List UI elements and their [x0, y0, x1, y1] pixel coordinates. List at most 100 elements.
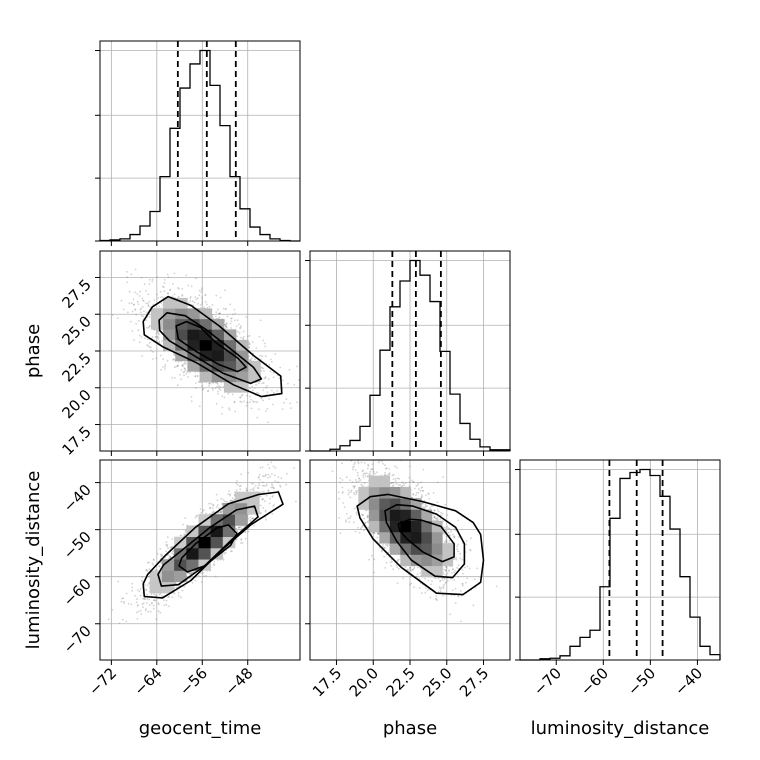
sample-point [188, 301, 191, 304]
sample-point [216, 383, 219, 385]
sample-point [200, 296, 203, 299]
sample-point [157, 603, 160, 606]
sample-point [212, 563, 215, 566]
sample-point [204, 294, 207, 297]
sample-point [240, 394, 243, 397]
sample-point [225, 500, 228, 503]
sample-point [189, 296, 192, 298]
sample-point [263, 500, 266, 503]
sample-point [173, 272, 176, 275]
sample-point [141, 603, 144, 605]
sample-point [262, 382, 265, 384]
sample-point [131, 582, 134, 585]
sample-point [260, 397, 263, 400]
sample-point [172, 359, 175, 361]
sample-point [211, 314, 214, 316]
sample-point [208, 305, 211, 308]
sample-point [201, 303, 204, 305]
sample-point [258, 408, 260, 411]
sample-point [122, 600, 125, 603]
sample-point [252, 489, 255, 492]
sample-point [261, 382, 264, 385]
sample-point [136, 618, 139, 620]
sample-point [130, 603, 133, 606]
sample-point [280, 477, 283, 480]
sample-point [244, 537, 247, 540]
sample-point [107, 618, 110, 621]
sample-point [213, 560, 216, 563]
sample-point [212, 389, 214, 391]
sample-point [266, 391, 269, 394]
sample-point [238, 526, 241, 528]
sample-point [236, 335, 239, 338]
sample-point [235, 489, 238, 492]
sample-point [184, 369, 187, 372]
sample-point [147, 345, 150, 347]
sample-point [215, 294, 218, 297]
sample-point [279, 366, 282, 369]
sample-point [185, 362, 187, 365]
sample-point [205, 574, 208, 577]
sample-point [111, 609, 114, 611]
sample-point [163, 290, 166, 293]
sample-point [135, 323, 138, 325]
sample-point [293, 383, 296, 386]
sample-point [296, 365, 298, 368]
sample-point [219, 312, 222, 315]
sample-point [258, 473, 261, 476]
sample-point [261, 481, 264, 484]
sample-point [192, 300, 194, 303]
sample-point [261, 466, 264, 469]
sample-point [185, 274, 188, 277]
sample-point [137, 329, 140, 332]
sample-point [133, 339, 135, 341]
sample-point [190, 285, 193, 288]
sample-point [127, 602, 130, 605]
sample-point [142, 606, 144, 609]
sample-point [230, 320, 233, 323]
sample-point [230, 327, 233, 329]
sample-point [259, 319, 262, 322]
sample-point [293, 467, 295, 469]
sample-point [132, 303, 135, 306]
sample-point [242, 330, 245, 333]
sample-point [165, 550, 167, 553]
sample-point [206, 307, 209, 309]
sample-point [240, 473, 243, 476]
sample-point [268, 364, 271, 366]
sample-point [183, 585, 186, 588]
sample-point [117, 580, 120, 583]
sample-point [136, 293, 139, 295]
sample-point [248, 346, 251, 349]
sample-point [131, 589, 134, 592]
sample-point [181, 293, 184, 296]
sample-point [248, 401, 251, 404]
sample-point [278, 377, 281, 380]
sample-point [258, 482, 260, 485]
sample-point [120, 299, 123, 302]
sample-point [233, 400, 236, 403]
sample-point [384, 464, 386, 467]
sample-point [259, 479, 261, 481]
sample-point [126, 271, 128, 273]
sample-point [153, 299, 156, 301]
sample-point [144, 597, 146, 599]
sample-point [224, 325, 227, 327]
sample-point [218, 387, 221, 390]
sample-point [211, 387, 214, 390]
sample-point [187, 284, 190, 287]
sample-point [231, 393, 234, 396]
sample-point [167, 605, 170, 608]
sample-point [189, 297, 192, 299]
sample-point [245, 404, 248, 407]
sample-point [169, 289, 171, 291]
sample-point [283, 401, 285, 404]
sample-point [162, 366, 164, 368]
sample-point [157, 337, 160, 340]
sample-point [253, 524, 255, 527]
sample-point [144, 609, 147, 612]
sample-point [147, 326, 150, 329]
sample-point [136, 598, 138, 601]
sample-point [139, 308, 142, 311]
